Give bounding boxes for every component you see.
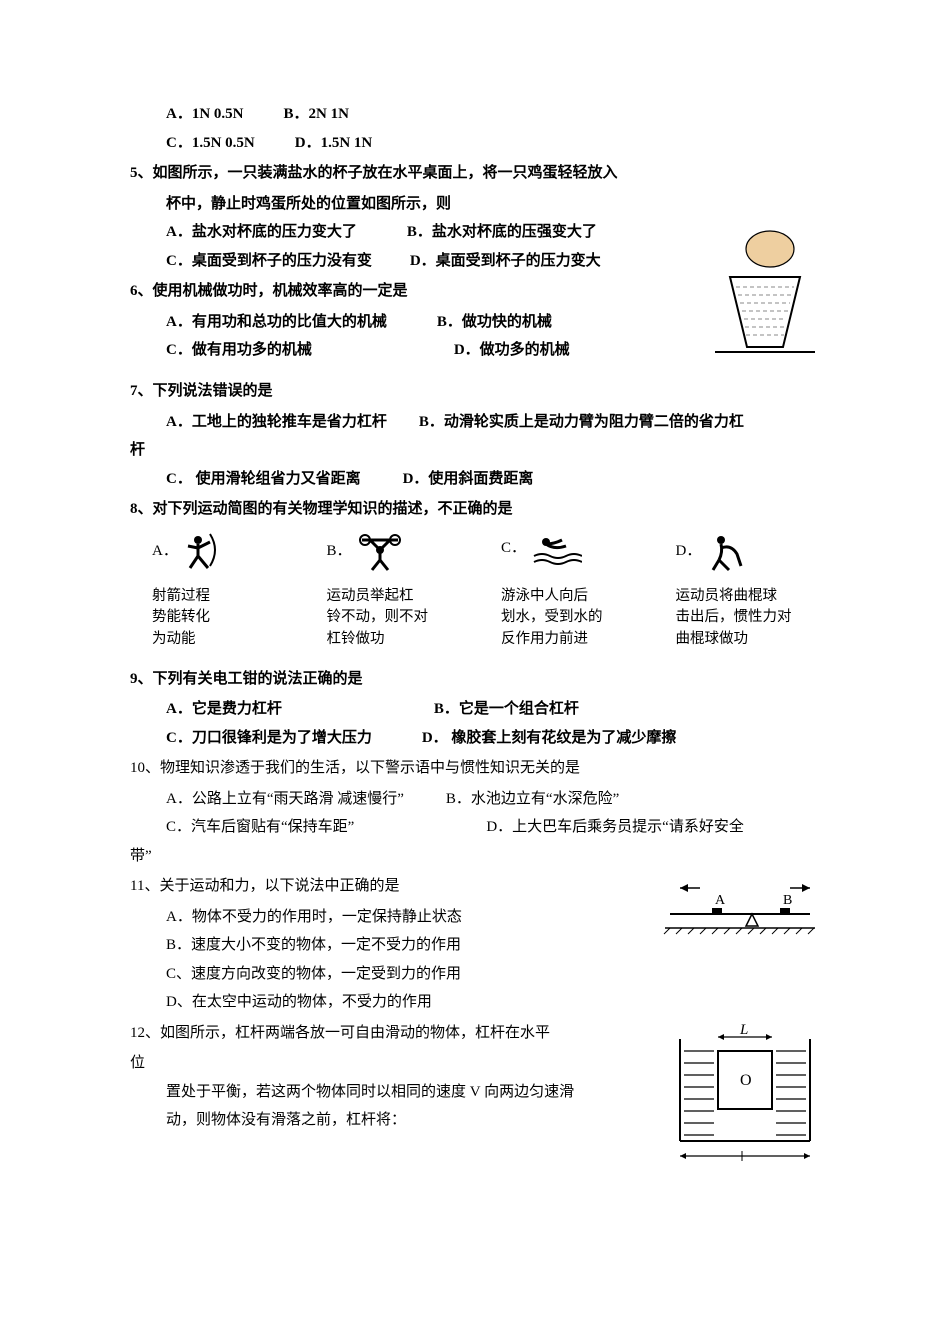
q9-opt-a: A．它是费力杠杆 <box>166 695 282 724</box>
q8-label-d: D． <box>676 537 702 566</box>
q8-cap-c: 游泳中人向后 划水，受到水的 反作用力前进 <box>501 586 603 651</box>
q5-stem: 5、如图所示，一只装满盐水的杯子放在水平桌面上，将一只鸡蛋轻轻放入 <box>130 159 820 188</box>
lever-label-a: A <box>715 893 726 908</box>
q8-item-b: B． <box>327 532 472 576</box>
q11-opt-d: D、在太空中运动的物体，不受力的作用 <box>166 988 820 1017</box>
cup-figure <box>710 227 820 367</box>
swim-icon <box>532 532 582 566</box>
q7-opt-c: C． 使用滑轮组省力又省距离 <box>166 465 361 494</box>
q11-opt-c: C、速度方向改变的物体，一定受到力的作用 <box>166 960 820 989</box>
q7-tail: 杆 <box>130 436 820 465</box>
q8-item-a: A． <box>152 532 297 576</box>
q7-opt-b: B．动滑轮实质上是动力臂为阻力臂二倍的省力杠 <box>419 408 744 437</box>
weightlift-icon <box>358 532 402 572</box>
q4-opt-b: B．2N 1N <box>284 100 349 129</box>
cube-label-o: O <box>740 1072 752 1089</box>
q6-opt-b: B．做功快的机械 <box>437 308 552 337</box>
q6-opt-d: D．做功多的机械 <box>454 336 570 365</box>
q10-opt-d: D．上大巴车后乘务员提示“请系好安全 <box>486 813 744 842</box>
q9-stem: 9、下列有关电工钳的说法正确的是 <box>130 665 820 694</box>
q6-opt-a: A．有用功和总功的比值大的机械 <box>166 308 387 337</box>
q4-opt-d: D．1.5N 1N <box>295 129 373 158</box>
q8-label-a: A． <box>152 537 178 566</box>
archery-icon <box>184 532 224 572</box>
q4-opt-c: C．1.5N 0.5N <box>166 129 255 158</box>
q5-opt-d: D．桌面受到杯子的压力变大 <box>410 247 601 276</box>
q5-stem2: 杯中，静止时鸡蛋所处的位置如图所示，则 <box>130 190 820 219</box>
q10-opt-a: A．公路上立有“雨天路滑 减速慢行” <box>166 785 404 814</box>
q8-cap-a: 射箭过程 势能转化 为动能 <box>152 586 210 651</box>
q7-stem: 7、下列说法错误的是 <box>130 377 820 406</box>
q8-label-c: C． <box>501 534 526 563</box>
q10-opt-c: C．汽车后窗贴有“保持车距” <box>166 813 354 842</box>
q5-opt-c: C．桌面受到杯子的压力没有变 <box>166 247 372 276</box>
q4-opt-a: A．1N 0.5N <box>166 100 244 129</box>
q8-cap-b: 运动员举起杠 铃不动，则不对 杠铃做功 <box>327 586 429 651</box>
q7-opt-a: A．工地上的独轮推车是省力杠杆 <box>166 408 387 437</box>
q8-item-c: C． <box>501 532 646 576</box>
q8-cap-d: 运动员将曲棍球 击出后，惯性力对 曲棍球做功 <box>676 586 792 651</box>
q8-label-b: B． <box>327 537 352 566</box>
q4-options: A．1N 0.5N B．2N 1N C．1.5N 0.5N D．1.5N 1N <box>130 100 820 157</box>
q5-opt-b: B．盐水对杯底的压强变大了 <box>407 218 597 247</box>
lever-label-b: B <box>783 893 792 908</box>
q8-items: A． B． <box>130 526 820 580</box>
cube-figure: O L <box>670 1021 820 1171</box>
q9-opt-d: D． 橡胶套上刻有花纹是为了减少摩擦 <box>422 724 677 753</box>
q6-opt-c: C．做有用功多的机械 <box>166 336 312 365</box>
lever-figure: A B <box>660 874 820 944</box>
q9-opt-b: B．它是一个组合杠杆 <box>434 695 579 724</box>
q8-item-d: D． <box>676 532 821 576</box>
q10-stem: 10、物理知识渗透于我们的生活，以下警示语中与惯性知识无关的是 <box>130 754 820 783</box>
q8-stem: 8、对下列运动简图的有关物理学知识的描述，不正确的是 <box>130 495 820 524</box>
q7-opt-d: D．使用斜面费距离 <box>403 465 534 494</box>
q10-tail: 带” <box>130 842 820 871</box>
q9-opt-c: C．刀口很锋利是为了增大压力 <box>166 724 372 753</box>
q10-opt-b: B．水池边立有“水深危险” <box>446 785 619 814</box>
cube-label-l: L <box>739 1022 748 1038</box>
q5-opt-a: A．盐水对杯底的压力变大了 <box>166 218 357 247</box>
hockey-icon <box>707 532 747 572</box>
